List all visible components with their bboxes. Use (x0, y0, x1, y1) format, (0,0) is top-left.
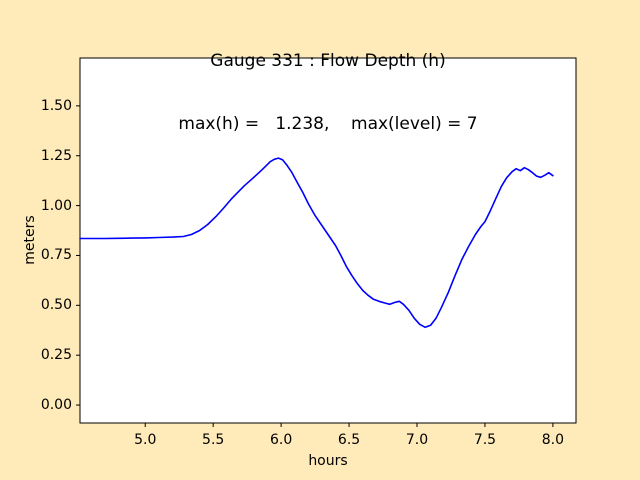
chart-subtitle: max(h) = 1.238, max(level) = 7 (178, 114, 478, 134)
y-tick-label: 0.25 (40, 347, 72, 364)
y-tick-label: 1.50 (40, 97, 72, 114)
y-tick-label: 0.75 (40, 247, 72, 264)
x-tick-label: 6.0 (269, 432, 293, 448)
y-tick-label: 1.25 (40, 147, 72, 164)
x-tick-label: 7.0 (405, 432, 429, 448)
x-axis-label: hours (308, 453, 348, 469)
x-tick-label: 7.5 (473, 432, 497, 448)
y-tick-label: 1.00 (40, 197, 72, 214)
x-tick-label: 6.5 (337, 432, 361, 448)
x-tick-label: 5.0 (134, 432, 157, 448)
x-tick-label: 5.5 (202, 432, 225, 448)
flow-depth-h-line (79, 157, 554, 329)
chart-title-block: Gauge 331 : Flow Depth (h) max(h) = 1.23… (80, 9, 576, 177)
y-axis-label: meters (22, 215, 38, 265)
y-tick-label: 0.50 (40, 297, 72, 314)
chart-title: Gauge 331 : Flow Depth (h) (210, 51, 446, 71)
y-tick-label: 0.00 (40, 397, 72, 414)
x-tick-label: 8.0 (541, 432, 565, 448)
